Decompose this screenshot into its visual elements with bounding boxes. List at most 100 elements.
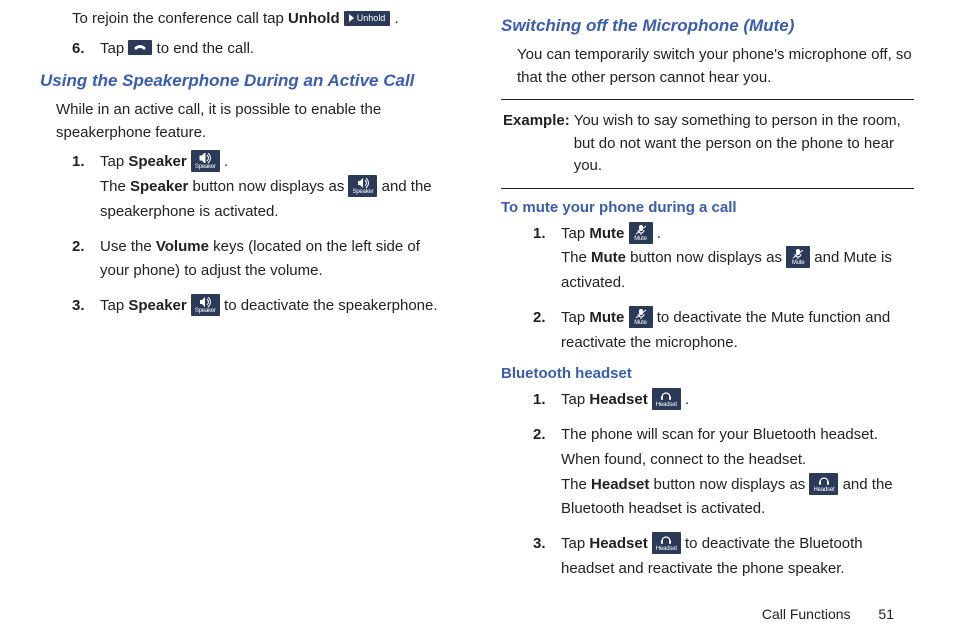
icon-text: Speaker xyxy=(352,189,373,195)
step-text: Tap Speaker Speaker to deactivate the sp… xyxy=(100,294,453,319)
mute-active-icon: Mute xyxy=(786,246,810,268)
icon-text: Speaker xyxy=(195,308,216,314)
list-item: 1. Tap Mute Mute . The Mute button now d… xyxy=(533,222,914,296)
text: The xyxy=(561,249,591,266)
step-number: 2. xyxy=(533,306,561,356)
page: To rejoin the conference call tap Unhold… xyxy=(40,8,914,592)
bluetooth-heading: Bluetooth headset xyxy=(501,365,914,382)
unhold-icon: Unhold xyxy=(344,11,391,26)
text: button now displays as xyxy=(649,476,809,493)
list-item: 2. Use the Volume keys (located on the l… xyxy=(72,235,453,285)
page-footer: Call Functions 51 xyxy=(762,606,894,622)
mute-icon: Mute xyxy=(629,306,653,328)
left-column: To rejoin the conference call tap Unhold… xyxy=(40,8,453,592)
text: Tap xyxy=(561,391,589,408)
bold: Headset xyxy=(589,535,647,552)
headset-icon: Headset xyxy=(652,388,681,410)
text: to end the call. xyxy=(152,40,254,57)
text: Tap xyxy=(561,535,589,552)
icon-text: Headset xyxy=(656,402,677,408)
icon-text: Headset xyxy=(813,487,834,493)
step-text: Tap Headset Headset to deactivate the Bl… xyxy=(561,532,914,582)
bold: Speaker xyxy=(128,153,186,170)
step-text: The phone will scan for your Bluetooth h… xyxy=(561,423,914,522)
right-column: Switching off the Microphone (Mute) You … xyxy=(501,8,914,592)
play-triangle-icon xyxy=(349,14,354,22)
rejoin-line: To rejoin the conference call tap Unhold… xyxy=(72,8,453,31)
speaker-active-icon: Speaker xyxy=(348,175,377,197)
list-item: 1. Tap Speaker Speaker . The Speaker but… xyxy=(72,150,453,224)
text: Tap xyxy=(100,297,128,314)
example-block: Example: You wish to say something to pe… xyxy=(503,110,914,178)
list-item: 3. Tap Headset Headset to deactivate the… xyxy=(533,532,914,582)
list-item: 3. Tap Speaker Speaker to deactivate the… xyxy=(72,294,453,319)
mute-heading: Switching off the Microphone (Mute) xyxy=(501,16,914,36)
example-text: You wish to say something to person in t… xyxy=(574,110,914,178)
bold: Speaker xyxy=(128,297,186,314)
step-number: 3. xyxy=(72,294,100,319)
bold: Mute xyxy=(589,225,624,242)
speaker-steps: 1. Tap Speaker Speaker . The Speaker but… xyxy=(72,150,453,319)
step-number: 1. xyxy=(72,150,100,224)
list-item: 1. Tap Headset Headset . xyxy=(533,388,914,413)
text: Tap xyxy=(100,153,128,170)
headset-active-icon: Headset xyxy=(809,473,838,495)
text: . xyxy=(653,225,661,242)
step-number: 2. xyxy=(72,235,100,285)
page-number: 51 xyxy=(878,606,894,622)
list-item: 2. Tap Mute Mute to deactivate the Mute … xyxy=(533,306,914,356)
step-number: 6. xyxy=(72,37,100,62)
text: . xyxy=(390,10,398,27)
text: The xyxy=(561,476,591,493)
icon-text: Speaker xyxy=(195,164,216,170)
icon-text: Headset xyxy=(656,546,677,552)
text: . xyxy=(681,391,689,408)
bold: Speaker xyxy=(130,178,188,195)
mute-during-heading: To mute your phone during a call xyxy=(501,199,914,216)
speaker-intro: While in an active call, it is possible … xyxy=(56,99,453,144)
text: to deactivate the speakerphone. xyxy=(224,297,438,314)
mute-steps: 1. Tap Mute Mute . The Mute button now d… xyxy=(533,222,914,356)
bold: Volume xyxy=(156,238,209,255)
step-number: 3. xyxy=(533,532,561,582)
list-item: 2. The phone will scan for your Bluetoot… xyxy=(533,423,914,522)
example-label: Example: xyxy=(503,110,570,178)
text: To rejoin the conference call tap xyxy=(72,10,288,27)
text: Tap xyxy=(100,40,128,57)
text: Use the xyxy=(100,238,156,255)
bold: Headset xyxy=(589,391,647,408)
bold: Mute xyxy=(591,249,626,266)
divider xyxy=(501,99,914,100)
step-number: 2. xyxy=(533,423,561,522)
text: button now displays as xyxy=(626,249,786,266)
step-text: Tap Mute Mute . The Mute button now disp… xyxy=(561,222,914,296)
icon-text: Mute xyxy=(634,320,647,326)
text: The xyxy=(100,178,130,195)
icon-text: Unhold xyxy=(357,14,386,23)
conf-call-steps: 6. Tap to end the call. xyxy=(72,37,453,62)
text: Tap xyxy=(561,225,589,242)
speaker-icon: Speaker xyxy=(191,150,220,172)
step-number: 1. xyxy=(533,222,561,296)
text: Tap xyxy=(561,309,589,326)
step-number: 1. xyxy=(533,388,561,413)
unhold-label: Unhold xyxy=(288,10,340,27)
step-text: Tap Mute Mute to deactivate the Mute fun… xyxy=(561,306,914,356)
section-name: Call Functions xyxy=(762,606,851,622)
text: button now displays as xyxy=(188,178,348,195)
speaker-icon: Speaker xyxy=(191,294,220,316)
step-text: Use the Volume keys (located on the left… xyxy=(100,235,453,285)
step-text: Tap Speaker Speaker . The Speaker button… xyxy=(100,150,453,224)
headset-icon: Headset xyxy=(652,532,681,554)
mute-intro: You can temporarily switch your phone's … xyxy=(517,44,914,89)
bold: Mute xyxy=(589,309,624,326)
icon-text: Mute xyxy=(792,260,805,266)
list-item: 6. Tap to end the call. xyxy=(72,37,453,62)
step-text: Tap Headset Headset . xyxy=(561,388,914,413)
bluetooth-steps: 1. Tap Headset Headset . 2. The phone wi… xyxy=(533,388,914,581)
divider xyxy=(501,188,914,189)
bold: Headset xyxy=(591,476,649,493)
speakerphone-heading: Using the Speakerphone During an Active … xyxy=(40,71,453,91)
icon-text: Mute xyxy=(634,236,647,242)
mute-icon: Mute xyxy=(629,222,653,244)
